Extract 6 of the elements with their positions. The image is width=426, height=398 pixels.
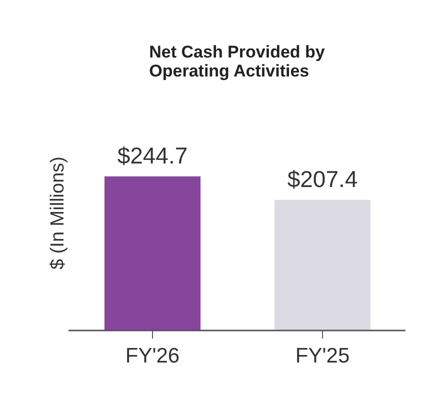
data-label: $244.7 <box>117 142 188 168</box>
x-tick-label: FY'25 <box>295 344 350 368</box>
x-tick-label: FY'26 <box>125 344 180 368</box>
data-label: $207.4 <box>287 166 358 192</box>
y-axis-title: $ (In Millions) <box>48 156 68 270</box>
chart-title: Net Cash Provided by Operating Activities <box>149 42 326 80</box>
